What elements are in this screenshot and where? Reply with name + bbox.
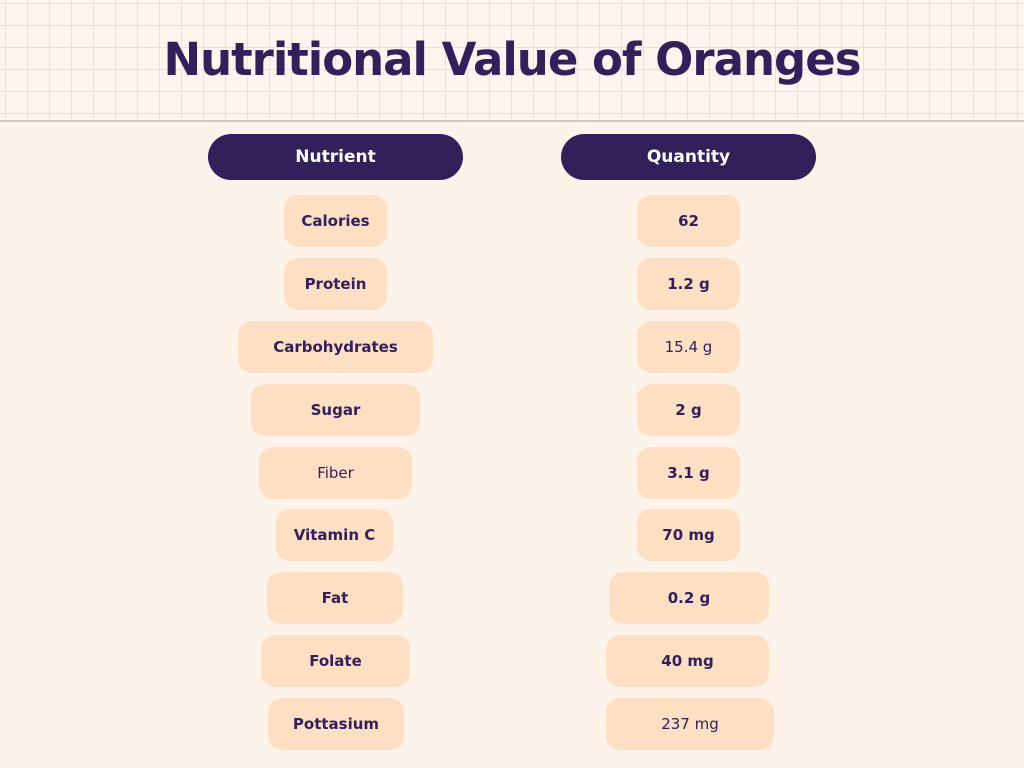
nutrient-cell: Pottasium [268, 698, 404, 750]
nutrient-cell: Calories [284, 195, 387, 247]
nutrient-cell: Fiber [259, 447, 412, 499]
nutrient-cell: Folate [261, 635, 410, 687]
quantity-cell: 70 mg [637, 509, 740, 561]
quantity-cell: 3.1 g [637, 447, 740, 499]
quantity-cell: 1.2 g [637, 258, 740, 310]
quantity-cell: 2 g [637, 384, 740, 436]
nutrient-cell: Fat [267, 572, 403, 624]
quantity-cell: 40 mg [606, 635, 769, 687]
quantity-cell: 0.2 g [609, 572, 769, 624]
quantity-cell: 237 mg [606, 698, 774, 750]
page-title: Nutritional Value of Oranges [163, 33, 861, 86]
title-banner [0, 0, 1024, 122]
column-header-quantity: Quantity [561, 134, 816, 180]
nutrient-cell: Protein [284, 258, 387, 310]
nutrient-cell: Sugar [251, 384, 420, 436]
column-header-nutrient: Nutrient [208, 134, 463, 180]
nutrient-cell: Carbohydrates [238, 321, 433, 373]
nutrient-cell: Vitamin C [276, 509, 393, 561]
quantity-cell: 62 [637, 195, 740, 247]
quantity-cell: 15.4 g [637, 321, 740, 373]
